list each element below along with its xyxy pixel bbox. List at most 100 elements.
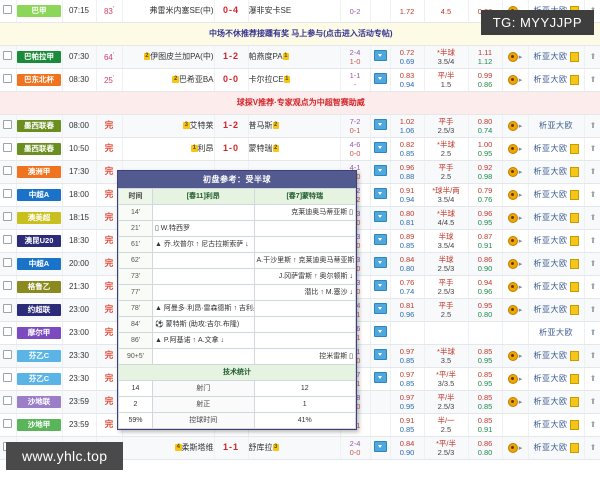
away-team-name[interactable]: 普马斯 [248, 120, 273, 130]
analysis-links[interactable]: 析亚大欧 [533, 397, 568, 407]
row-checkbox[interactable] [3, 5, 13, 15]
expand-odds-button[interactable] [373, 119, 387, 131]
home-team-name[interactable]: 伊图皮兰加PA(中) [150, 51, 214, 61]
analysis-links[interactable]: 析亚大欧 [533, 167, 568, 177]
bookmark-icon[interactable] [569, 52, 579, 62]
live-ball-icon[interactable] [507, 374, 518, 384]
bookmark-icon[interactable] [569, 190, 579, 200]
league-badge[interactable]: 巴东北杯 [17, 74, 61, 86]
league-badge[interactable]: 澳昆U20 [17, 235, 61, 247]
away-team-name[interactable]: 帕燕度PA [248, 51, 283, 61]
bookmark-icon[interactable] [569, 167, 579, 177]
analysis-links[interactable]: 析亚大欧 [533, 305, 568, 315]
promo-banner-mid[interactable]: 球探V推荐·专家观点为中超智赛助威 [0, 91, 600, 115]
home-team-name[interactable]: 弗雷米内塞SE(中) [149, 5, 214, 15]
bookmark-icon[interactable] [569, 75, 579, 85]
live-ball-icon[interactable] [507, 213, 518, 223]
expand-odds-button[interactable] [373, 280, 387, 292]
row-checkbox[interactable] [3, 212, 13, 222]
live-ball-icon[interactable] [507, 167, 518, 177]
analysis-links[interactable]: 析亚大欧 [533, 443, 568, 453]
home-team-name[interactable]: 利昂 [197, 143, 214, 153]
play-arrow-icon[interactable]: ▸ [518, 445, 523, 453]
table-row[interactable]: 巴东北杯 08:30 25' 2 巴希亚BA 0-0 卡尔拉CE 1 1-1- 0.83 0.94 平… [0, 68, 600, 92]
bookmark-icon[interactable] [569, 236, 579, 246]
analysis-links[interactable]: 析亚大欧 [539, 120, 573, 130]
expand-odds-button[interactable] [373, 349, 387, 361]
home-team-name[interactable]: 艾特莱 [189, 120, 214, 130]
pin-icon[interactable]: ⬆ [589, 74, 597, 84]
analysis-links[interactable]: 析亚大欧 [533, 144, 568, 154]
live-ball-icon[interactable] [507, 397, 518, 407]
analysis-links[interactable]: 析亚大欧 [533, 213, 568, 223]
league-badge[interactable]: 中超A [17, 189, 61, 201]
bookmark-icon[interactable] [569, 374, 579, 384]
pin-icon[interactable]: ⬆ [589, 166, 597, 176]
play-arrow-icon[interactable]: ▸ [518, 238, 523, 246]
pin-icon[interactable]: ⬆ [589, 258, 597, 268]
pin-icon[interactable]: ⬆ [589, 189, 597, 199]
play-arrow-icon[interactable]: ▸ [518, 123, 523, 131]
analysis-links[interactable]: 析亚大欧 [533, 52, 568, 62]
league-badge[interactable]: 格鲁乙 [17, 281, 61, 293]
expand-odds-button[interactable] [373, 326, 387, 338]
pin-icon[interactable]: ⬆ [589, 350, 597, 360]
league-badge[interactable]: 芬乙C [17, 373, 61, 385]
bookmark-icon[interactable] [569, 282, 579, 292]
play-arrow-icon[interactable]: ▸ [518, 146, 523, 154]
play-arrow-icon[interactable]: ▸ [518, 307, 523, 315]
row-checkbox[interactable] [3, 189, 13, 199]
bookmark-icon[interactable] [569, 443, 579, 453]
analysis-links[interactable]: 析亚大欧 [533, 351, 568, 361]
pin-icon[interactable]: ⬆ [589, 235, 597, 245]
analysis-links[interactable]: 析亚大欧 [533, 190, 568, 200]
league-badge[interactable]: 摩尔甲 [17, 327, 61, 339]
live-ball-icon[interactable] [507, 443, 518, 453]
expand-odds-button[interactable] [373, 188, 387, 200]
expand-odds-button[interactable] [373, 441, 387, 453]
row-checkbox[interactable] [3, 419, 13, 429]
analysis-links[interactable]: 析亚大欧 [533, 374, 568, 384]
analysis-links[interactable]: 析亚大欧 [533, 282, 568, 292]
promo-banner-top[interactable]: 中场不休推荐接踵有奖 马上参与(点击进入活动专帖) [0, 22, 600, 46]
bookmark-icon[interactable] [569, 305, 579, 315]
home-team-name[interactable]: 柔斯塔维 [181, 442, 214, 452]
live-ball-icon[interactable] [507, 52, 518, 62]
bookmark-icon[interactable] [569, 213, 579, 223]
league-badge[interactable]: 墨西联春 [17, 143, 61, 155]
expand-odds-button[interactable] [373, 372, 387, 384]
league-badge[interactable]: 巴甲 [17, 5, 61, 17]
play-arrow-icon[interactable]: ▸ [518, 54, 523, 62]
analysis-links[interactable]: 析亚大欧 [533, 259, 568, 269]
analysis-links[interactable]: 析亚大欧 [533, 236, 568, 246]
match-detail-popup[interactable]: 初盘参考：受半球 时间 [春11]利昂 [春7]蒙特瑞 14' 克莱迪奥马蒂亚斯 … [117, 170, 357, 430]
row-checkbox[interactable] [3, 396, 13, 406]
row-checkbox[interactable] [3, 74, 13, 84]
play-arrow-icon[interactable]: ▸ [518, 353, 523, 361]
pin-icon[interactable]: ⬆ [589, 51, 597, 61]
bookmark-icon[interactable] [569, 144, 579, 154]
play-arrow-icon[interactable]: ▸ [518, 77, 523, 85]
expand-odds-button[interactable] [373, 234, 387, 246]
live-ball-icon[interactable] [507, 305, 518, 315]
live-ball-icon[interactable] [507, 236, 518, 246]
analysis-links[interactable]: 析亚大欧 [539, 327, 573, 337]
away-team-name[interactable]: 卡尔拉CE [248, 74, 284, 84]
live-ball-icon[interactable] [507, 282, 518, 292]
table-row[interactable]: 墨西联春 10:50 完 1 利昂 1-0 蒙特瑞 2 4-6 0-0 0.82 0.85 *半球 2.5… [0, 137, 600, 161]
pin-icon[interactable]: ⬆ [589, 327, 597, 337]
expand-odds-button[interactable] [373, 165, 387, 177]
analysis-links[interactable]: 析亚大欧 [533, 420, 568, 430]
league-badge[interactable]: 澳美超 [17, 212, 61, 224]
play-arrow-icon[interactable]: ▸ [518, 169, 523, 177]
pin-icon[interactable]: ⬆ [589, 120, 597, 130]
league-badge[interactable]: 中超A [17, 258, 61, 270]
pin-icon[interactable]: ⬆ [589, 212, 597, 222]
play-arrow-icon[interactable]: ▸ [518, 261, 523, 269]
play-arrow-icon[interactable]: ▸ [518, 215, 523, 223]
expand-odds-button[interactable] [373, 211, 387, 223]
row-checkbox[interactable] [3, 51, 13, 61]
expand-odds-button[interactable] [373, 142, 387, 154]
league-badge[interactable]: 巴帕拉甲 [17, 51, 61, 63]
bookmark-icon[interactable] [569, 420, 579, 430]
